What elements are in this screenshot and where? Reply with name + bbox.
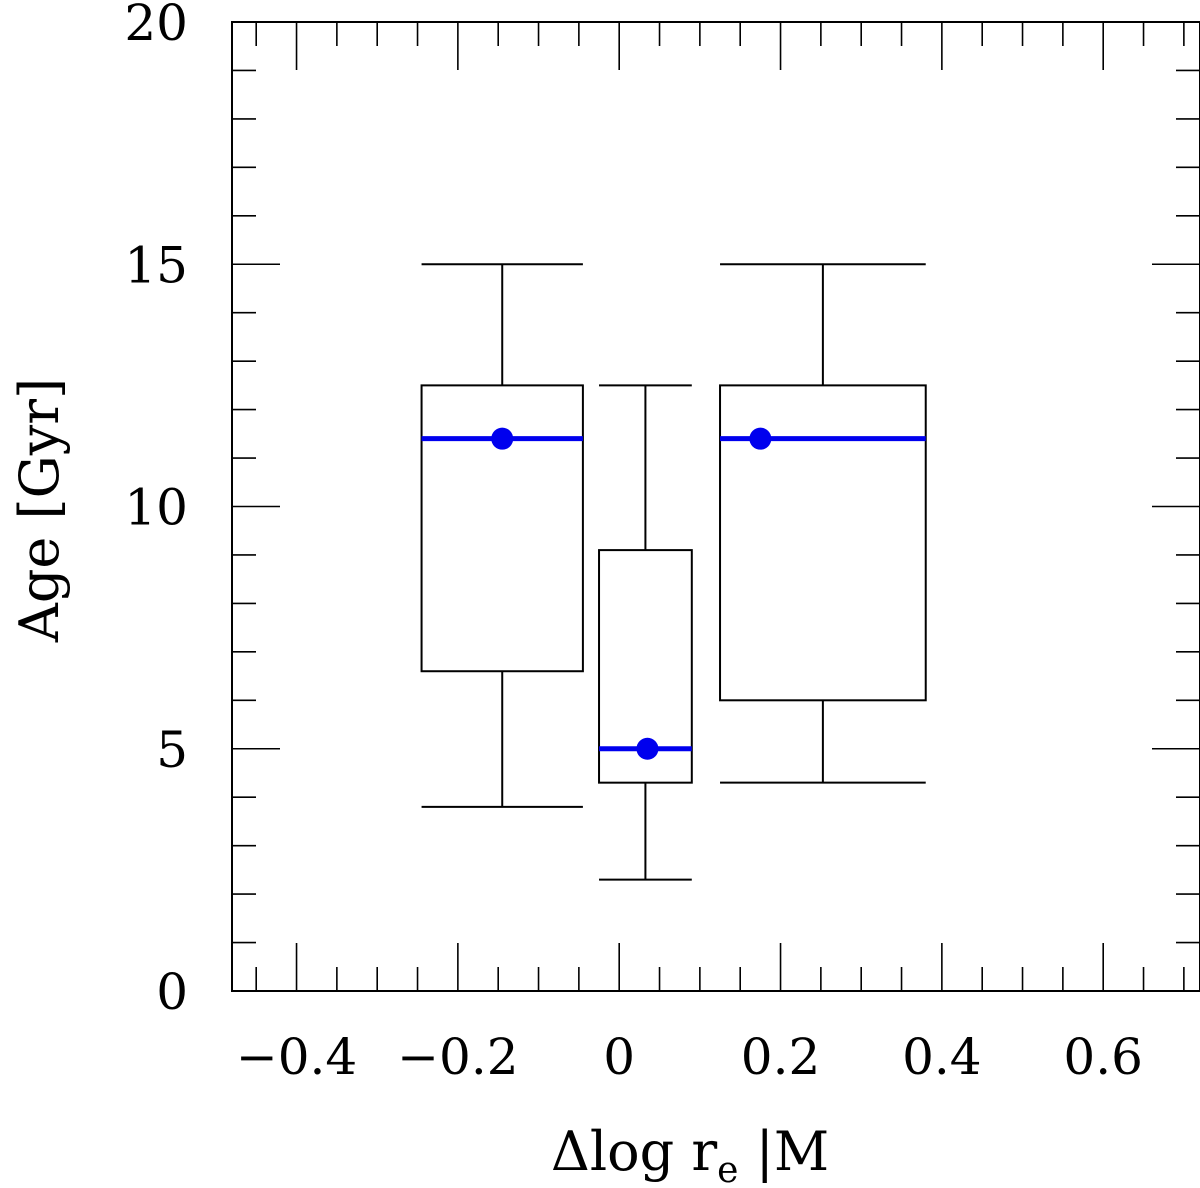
x-tick-label: 0.6 bbox=[1063, 1028, 1143, 1086]
iqr-box bbox=[719, 384, 927, 702]
x-tick-label: −0.4 bbox=[236, 1028, 357, 1086]
median-point bbox=[636, 737, 659, 760]
y-tick-label: 0 bbox=[156, 963, 188, 1021]
y-tick-label: 15 bbox=[124, 236, 188, 294]
y-tick-label: 10 bbox=[124, 479, 188, 537]
x-tick-label: 0 bbox=[603, 1028, 635, 1086]
plot-frame bbox=[231, 21, 1200, 992]
y-axis-label: Age [Gyr] bbox=[8, 378, 71, 643]
x-tick-label: 0.2 bbox=[741, 1028, 821, 1086]
y-tick-label: 20 bbox=[124, 0, 188, 52]
median-point bbox=[749, 427, 772, 450]
tick-labels: 0 5 10 15 20 −0.4 −0.2 0 0.2 0.4 0.6 bbox=[124, 0, 1143, 1086]
boxes bbox=[420, 263, 927, 881]
x-axis-label: Δlog re |M bbox=[551, 1120, 829, 1188]
median-point bbox=[491, 427, 514, 450]
x-tick-label: 0.4 bbox=[902, 1028, 982, 1086]
iqr-box bbox=[598, 549, 693, 784]
y-tick-label: 5 bbox=[156, 721, 188, 779]
iqr-box bbox=[420, 384, 584, 673]
x-tick-label: −0.2 bbox=[397, 1028, 518, 1086]
axis-ticks bbox=[232, 21, 1200, 992]
